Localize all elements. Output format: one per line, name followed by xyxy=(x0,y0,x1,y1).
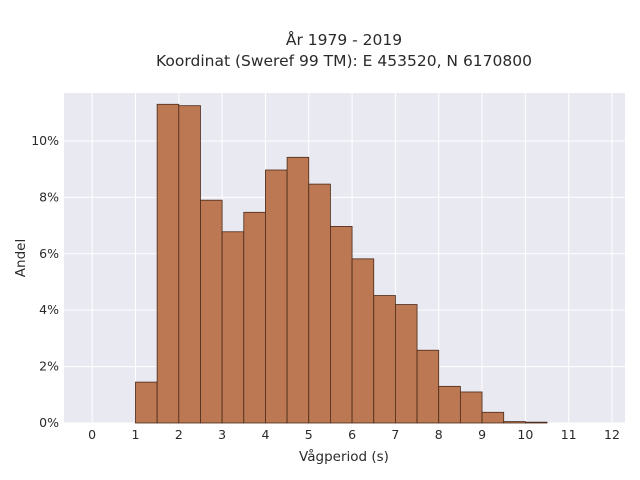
histogram-bar xyxy=(524,421,548,424)
x-axis-ticks: 0 1 2 3 4 5 6 7 8 9 10 11 12 xyxy=(88,427,620,442)
x-tick-label: 2 xyxy=(175,427,183,442)
x-tick-label: 3 xyxy=(218,427,226,442)
y-tick-label: 0% xyxy=(39,415,59,430)
y-tick-label: 2% xyxy=(39,359,59,374)
x-tick-label: 12 xyxy=(604,427,620,442)
x-tick-label: 11 xyxy=(561,427,577,442)
histogram-bar xyxy=(459,391,483,424)
y-axis-label: Andel xyxy=(13,239,29,277)
y-tick-label: 6% xyxy=(39,246,59,261)
histogram-bar xyxy=(243,211,266,424)
histogram-bar xyxy=(373,295,396,424)
histogram-bar xyxy=(438,385,461,424)
x-axis-label: Vågperiod (s) xyxy=(299,448,389,465)
histogram-bar xyxy=(221,231,245,424)
histogram-bar xyxy=(135,381,158,424)
x-tick-label: 10 xyxy=(517,427,533,442)
y-tick-label: 10% xyxy=(31,133,59,148)
histogram-bar xyxy=(308,183,331,424)
x-tick-label: 9 xyxy=(478,427,486,442)
x-tick-label: 6 xyxy=(348,427,356,442)
histogram-bar xyxy=(200,199,223,424)
histogram-bar xyxy=(395,304,418,424)
histogram-bar xyxy=(351,258,375,424)
histogram-bar xyxy=(286,156,310,424)
histogram-bar xyxy=(156,103,180,424)
chart-title: År 1979 - 2019 xyxy=(286,30,402,49)
x-tick-label: 0 xyxy=(88,427,96,442)
x-tick-label: 4 xyxy=(261,427,269,442)
y-axis-ticks: 0% 2% 4% 6% 8% 10% xyxy=(31,133,59,430)
histogram-bar xyxy=(178,105,201,424)
histogram-bar xyxy=(503,421,526,424)
x-tick-label: 7 xyxy=(391,427,399,442)
x-tick-label: 8 xyxy=(435,427,443,442)
y-tick-label: 8% xyxy=(39,189,59,204)
y-tick-label: 4% xyxy=(39,302,59,317)
chart-subtitle: Koordinat (Sweref 99 TM): E 453520, N 61… xyxy=(156,52,532,70)
histogram-bars xyxy=(135,103,548,424)
histogram-bar xyxy=(265,169,288,424)
x-tick-label: 1 xyxy=(132,427,140,442)
histogram-bar xyxy=(330,226,353,424)
histogram-bar xyxy=(416,349,440,424)
histogram-bar xyxy=(481,411,505,424)
x-tick-label: 5 xyxy=(305,427,313,442)
